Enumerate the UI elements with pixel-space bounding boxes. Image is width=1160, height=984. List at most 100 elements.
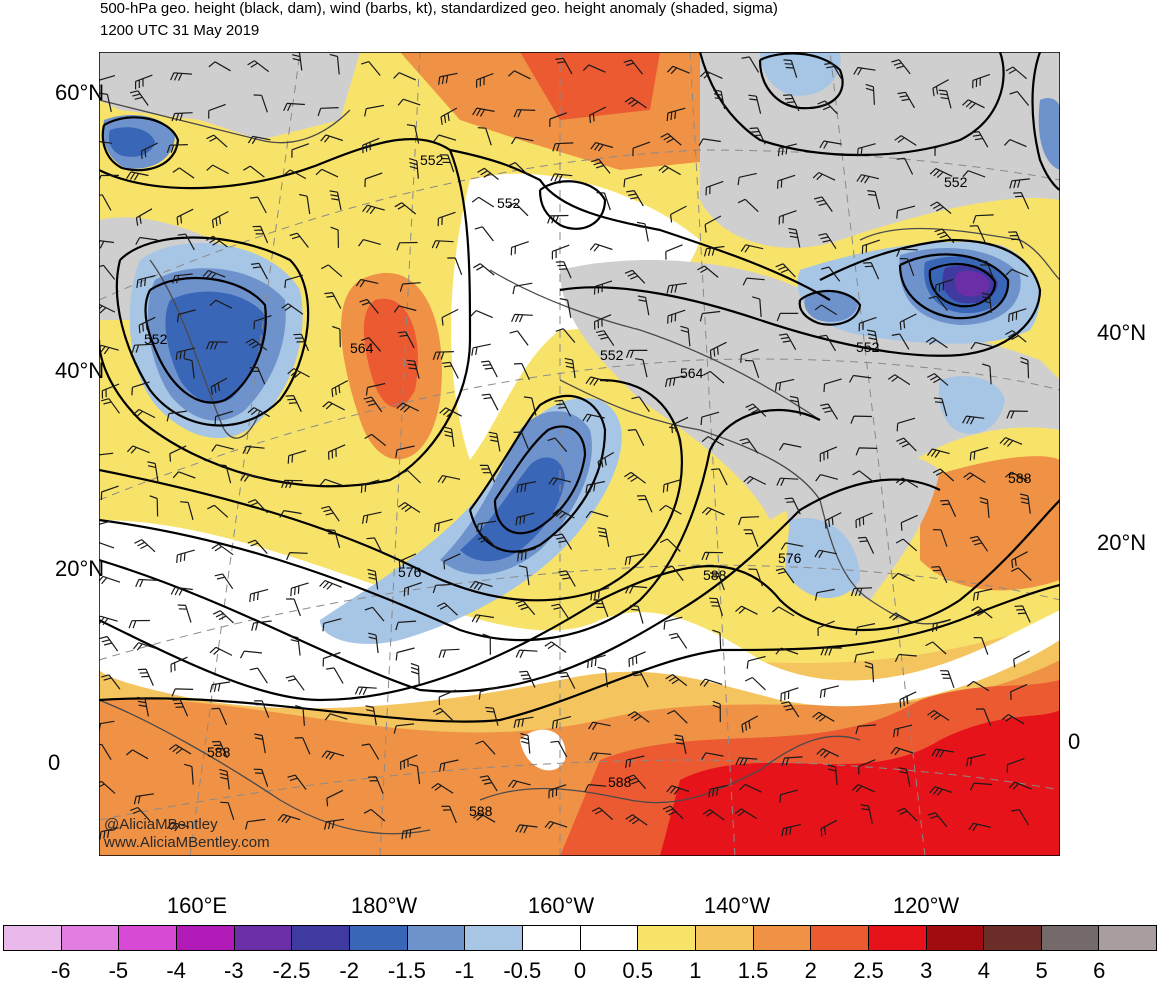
wind-barb xyxy=(627,711,650,723)
wind-barb xyxy=(734,808,757,820)
wind-barb xyxy=(1010,567,1032,581)
lon-label-120w: 120°W xyxy=(892,893,960,918)
wind-barb xyxy=(321,505,340,522)
wind-barb xyxy=(969,225,986,243)
land-mask-north-america xyxy=(560,260,1060,520)
wind-barb xyxy=(211,707,228,726)
wind-barb xyxy=(928,295,948,311)
wind-barb xyxy=(628,651,646,667)
anomaly-area-east-edge xyxy=(1038,98,1060,170)
wind-barb xyxy=(326,667,344,684)
wind-barb xyxy=(820,819,838,837)
wind-barb xyxy=(631,670,649,688)
colorbar-swatch xyxy=(1099,926,1157,950)
wind-barb xyxy=(294,737,311,755)
wind-barb xyxy=(140,142,158,159)
wind-barb xyxy=(777,143,797,157)
wind-barb xyxy=(632,141,651,157)
wind-barb xyxy=(329,53,340,75)
wind-barb xyxy=(287,368,310,378)
wind-barb xyxy=(475,740,496,755)
wind-barb xyxy=(286,552,308,561)
anomaly-area-arctic-m05 xyxy=(760,52,841,96)
wind-barb xyxy=(409,763,421,785)
wind-barb xyxy=(774,378,795,392)
wind-barb xyxy=(99,541,115,549)
wind-barb xyxy=(175,347,195,361)
wind-barb xyxy=(209,646,233,656)
lon-label-140w: 140°W xyxy=(703,893,771,918)
wind-barb xyxy=(698,138,721,147)
colorbar-swatch xyxy=(234,926,293,950)
wind-barb xyxy=(135,236,158,245)
wind-barb xyxy=(363,396,383,413)
colorbar-label: 2.5 xyxy=(853,958,884,983)
wind-barb xyxy=(867,329,879,350)
wind-barb xyxy=(979,497,990,518)
wind-barb xyxy=(364,433,387,447)
wind-barb xyxy=(674,734,687,755)
wind-barb xyxy=(668,632,688,649)
contour-label: 576 xyxy=(778,550,802,566)
wind-barb xyxy=(666,282,687,294)
wind-barb xyxy=(211,444,234,452)
wind-barb xyxy=(211,740,228,759)
wind-barb xyxy=(101,383,120,399)
wind-barb xyxy=(99,520,112,525)
wind-barb xyxy=(738,783,762,793)
colorbar-label: 0 xyxy=(573,958,587,983)
contour-label: 552 xyxy=(600,347,624,363)
wind-barb xyxy=(134,539,156,553)
wind-barb xyxy=(593,314,612,330)
lat-label-20n-right: 20°N xyxy=(1097,530,1147,555)
wind-barb xyxy=(929,786,953,796)
wind-barb xyxy=(781,756,803,766)
wind-barb xyxy=(511,313,533,323)
wind-barb xyxy=(401,826,421,840)
wind-barb xyxy=(596,192,611,211)
wind-barb xyxy=(743,529,759,548)
anomaly-area-hudson-m25 xyxy=(954,270,990,297)
wind-barb xyxy=(625,349,648,359)
wind-barb xyxy=(848,374,872,383)
anomaly-area-3 xyxy=(660,710,1060,856)
wind-barb xyxy=(966,753,986,767)
contour-label: 588 xyxy=(703,567,727,583)
wind-barb xyxy=(550,173,573,183)
wind-barb xyxy=(432,583,454,594)
wind-barb xyxy=(775,647,799,655)
height-contours xyxy=(99,52,1060,723)
wind-barb xyxy=(330,226,339,248)
wind-barb xyxy=(206,134,228,148)
wind-barb xyxy=(214,410,233,425)
wind-barb xyxy=(895,538,918,552)
wind-barb xyxy=(516,481,537,494)
wind-barb xyxy=(101,674,121,690)
wind-barb xyxy=(969,535,989,552)
wind-barb xyxy=(548,784,567,799)
wind-barb xyxy=(776,312,799,322)
wind-barb xyxy=(284,274,304,289)
wind-barb xyxy=(775,263,796,278)
wind-barb xyxy=(172,167,195,179)
wind-barb xyxy=(393,723,415,734)
wind-barb xyxy=(438,648,460,658)
wind-barb xyxy=(436,602,458,616)
wind-barb xyxy=(739,438,759,454)
wind-barb xyxy=(781,824,801,837)
wind-barb xyxy=(740,244,764,253)
wind-barb xyxy=(780,687,799,702)
wind-barb xyxy=(558,570,576,587)
wind-barb xyxy=(99,344,119,355)
wind-barb xyxy=(169,445,187,462)
wind-barb xyxy=(253,315,272,330)
colorbar-swatch xyxy=(176,926,235,950)
wind-barb xyxy=(394,202,417,215)
wind-barb xyxy=(544,641,567,653)
wind-barb xyxy=(815,474,838,482)
wind-barb xyxy=(172,471,196,479)
wind-barb xyxy=(820,647,842,656)
wind-barb xyxy=(699,70,723,79)
wind-barb xyxy=(126,171,149,181)
wind-barb xyxy=(735,605,758,615)
